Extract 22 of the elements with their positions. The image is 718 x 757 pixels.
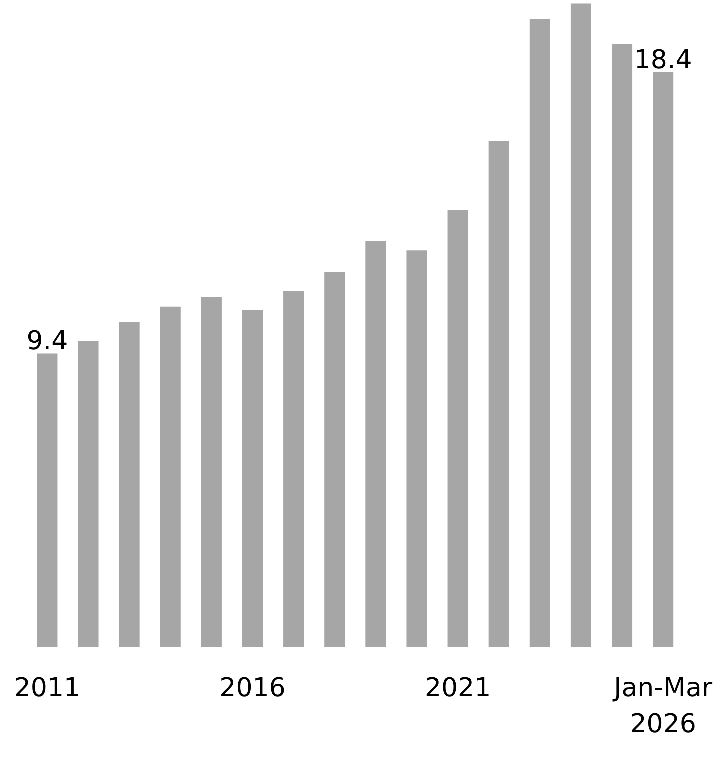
bar — [570, 4, 592, 648]
bar — [612, 44, 633, 648]
bar — [530, 19, 550, 648]
bar — [488, 141, 510, 648]
x-tick-label: 2016 — [220, 674, 286, 704]
bar — [201, 297, 222, 648]
bar — [366, 241, 386, 648]
bar — [160, 306, 181, 648]
data-label: 9.4 — [26, 326, 68, 357]
bar — [119, 322, 140, 648]
bar — [406, 250, 428, 648]
bar — [653, 72, 674, 648]
bar — [284, 291, 304, 648]
bar — [324, 272, 346, 648]
bar — [242, 310, 264, 648]
x-tick-label: 2021 — [424, 674, 492, 704]
data-label: 18.4 — [634, 45, 692, 76]
x-tick-label: Jan-Mar 2026 — [612, 674, 713, 740]
bar — [448, 210, 468, 648]
bar — [78, 341, 99, 648]
x-tick-label: 2011 — [14, 674, 81, 704]
bar — [37, 354, 58, 648]
